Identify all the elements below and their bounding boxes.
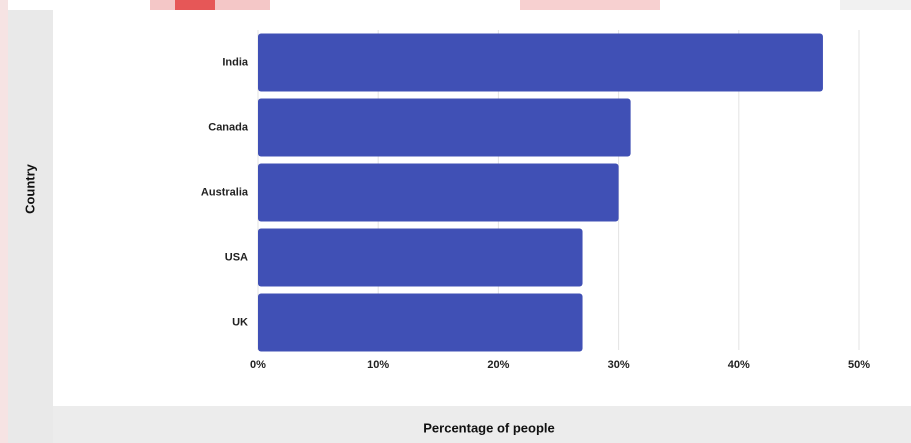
x-tick-label: 20% bbox=[487, 359, 509, 371]
bar-canada bbox=[258, 98, 631, 157]
y-axis-title: Country bbox=[22, 164, 38, 214]
category-label: USA bbox=[225, 251, 248, 263]
category-label: UK bbox=[232, 316, 248, 328]
x-axis-title: Percentage of people bbox=[423, 420, 555, 436]
x-axis-panel bbox=[53, 406, 911, 443]
y-axis-panel bbox=[8, 10, 53, 443]
x-tick-label: 10% bbox=[367, 359, 389, 371]
x-tick-label: 0% bbox=[250, 359, 266, 371]
bar-australia bbox=[258, 163, 619, 222]
x-tick-label: 30% bbox=[608, 359, 630, 371]
x-tick-label: 40% bbox=[728, 359, 750, 371]
category-label: Canada bbox=[208, 121, 249, 133]
category-label: Australia bbox=[201, 186, 249, 198]
category-label: India bbox=[222, 56, 249, 68]
bar-usa bbox=[258, 228, 583, 287]
x-tick-label: 50% bbox=[848, 359, 870, 371]
bar-uk bbox=[258, 293, 583, 352]
bar-india bbox=[258, 33, 823, 92]
